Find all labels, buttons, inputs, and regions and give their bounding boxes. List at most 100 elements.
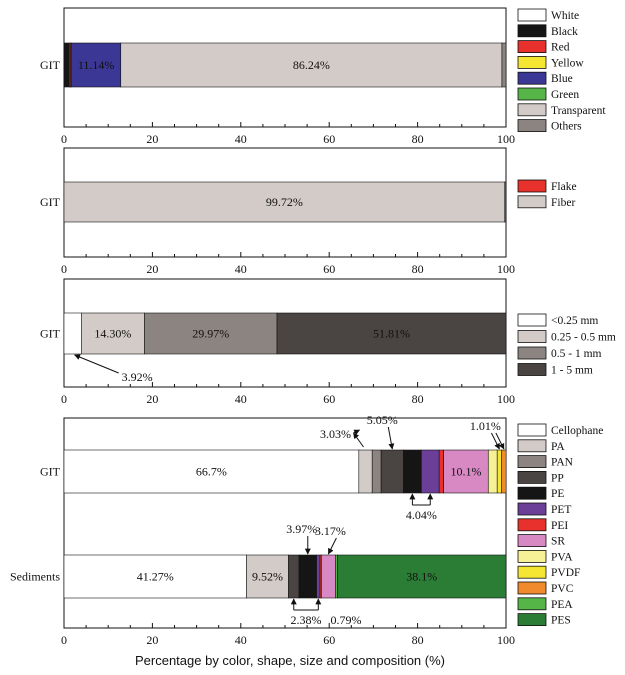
data-label: 9.52%	[252, 570, 283, 584]
legend-swatch-pvdf	[517, 565, 547, 579]
legend-label-pva: PVA	[551, 551, 573, 563]
legend-swatch-yellow	[517, 56, 547, 69]
legend-label-white: White	[551, 10, 579, 22]
x-tick-label: 40	[235, 633, 247, 647]
legend-swatch-others	[517, 119, 547, 132]
bar-git-0-25-0-5-mm	[81, 312, 145, 355]
x-axis-title: Percentage by color, shape, size and com…	[135, 653, 445, 668]
legend-swatch-0-5-1-mm	[517, 346, 547, 360]
data-label: 51.81%	[373, 327, 410, 341]
callout-label: 3.03%	[320, 427, 351, 441]
x-tick-label: 40	[235, 132, 247, 146]
legend-label-red: Red	[551, 42, 570, 54]
bar-sediments-pea	[335, 554, 338, 599]
legend-swatch-pes	[517, 613, 547, 626]
data-label: 41.27%	[137, 570, 174, 584]
legend-swatch-pei	[517, 518, 547, 532]
bar-sediments-cellophane	[63, 554, 247, 599]
x-tick-label: 20	[146, 392, 158, 406]
bar-git-0-5-1-mm	[144, 312, 278, 355]
bar-sediments-pet	[316, 554, 321, 599]
callout-label: 3.92%	[122, 370, 153, 384]
bar-git-pe	[403, 449, 422, 494]
legend-swatch-0-25-0-5-mm	[517, 330, 547, 343]
x-tick-label: 100	[497, 132, 515, 146]
data-label: 14.30%	[94, 327, 131, 341]
legend-label-pes: PES	[551, 615, 571, 627]
bar-git-pvc	[501, 449, 507, 494]
x-tick-label: 20	[146, 132, 158, 146]
bar-git-sr	[443, 449, 489, 494]
legend-label-0-25-mm: <0.25 mm	[551, 315, 598, 327]
x-tick-label: 40	[235, 262, 247, 276]
callout-arrow	[74, 354, 119, 374]
row-label-git: GIT	[40, 465, 61, 479]
bar-sediments-pe	[298, 554, 317, 599]
bar-git-pp	[380, 449, 404, 494]
callout-arrow-tip	[353, 429, 361, 436]
data-label: 66.7%	[196, 465, 227, 479]
chart-panel-3: 0 20 40 60 80 100 GIT 14.30% 29.97% 51.81% 3.92% <0…	[40, 278, 616, 406]
legend-swatch-green	[517, 87, 547, 101]
bar-git-1-5-mm	[276, 312, 507, 355]
data-label: 10.1%	[450, 465, 481, 479]
legend-swatch-black	[517, 24, 547, 38]
legend-swatch-pp	[517, 470, 547, 484]
bar-git-pa	[358, 449, 373, 494]
legend-swatch-flake	[517, 179, 547, 193]
bar-git-transparent	[120, 42, 503, 88]
x-tick-label: 80	[412, 262, 424, 276]
legend-label-blue: Blue	[551, 73, 573, 85]
bar-git-0-25-mm	[63, 312, 82, 355]
data-label: 38.1%	[406, 570, 437, 584]
legend-label-others: Others	[551, 121, 582, 133]
bar-git-pva	[487, 449, 498, 494]
x-tick-label: 60	[323, 132, 335, 146]
legend-swatch-pvc	[517, 581, 547, 595]
legend-label-pvdf: PVDF	[551, 567, 580, 579]
legend-label-transparent: Transparent	[551, 105, 606, 117]
x-tick-label: 80	[412, 132, 424, 146]
data-label: 29.97%	[192, 327, 229, 341]
legend-swatch-blue	[517, 71, 547, 85]
x-tick-label: 100	[497, 633, 515, 647]
x-tick-label: 20	[146, 633, 158, 647]
legend-label-sr: SR	[551, 536, 565, 548]
callout-arrow	[495, 432, 505, 450]
callout-arrow	[387, 426, 395, 450]
legend-swatch-pva	[517, 550, 547, 563]
legend-label-yellow: Yellow	[551, 57, 584, 69]
row-label-git: GIT	[40, 195, 61, 209]
legend-label-0-25-0-5-mm: 0.25 - 0.5 mm	[551, 332, 616, 344]
legend-swatch-cellophane	[517, 423, 547, 437]
row-label-git: GIT	[40, 327, 61, 341]
legend-label-0-5-1-mm: 0.5 - 1 mm	[551, 348, 602, 360]
legend-label-black: Black	[551, 26, 578, 38]
bar-git-flake	[504, 181, 507, 223]
callout-label: 4.04%	[406, 508, 437, 522]
callout-arrow	[353, 432, 364, 448]
legend-label-pei: PEI	[551, 520, 568, 532]
callout-arrow	[490, 432, 500, 450]
legend-label-pa: PA	[551, 441, 565, 453]
legend-swatch-white	[517, 8, 547, 22]
bar-git-others	[501, 42, 507, 88]
x-tick-label: 80	[412, 392, 424, 406]
bar-git-pet	[421, 449, 440, 494]
x-tick-label: 60	[323, 633, 335, 647]
legend-swatch-transparent	[517, 103, 547, 117]
callout-label: 3.97%	[286, 522, 317, 536]
legend-label-pea: PEA	[551, 599, 573, 611]
x-tick-label: 20	[146, 262, 158, 276]
x-tick-label: 60	[323, 392, 335, 406]
x-tick-label: 60	[323, 262, 335, 276]
bar-git-cellophane	[63, 449, 360, 494]
chart-panel-1: 0 20 40 60 80 100 GIT 11.14% 86.24% White Black Red…	[40, 7, 606, 146]
bar-git-pei	[438, 449, 444, 494]
legend-swatch-sr	[517, 534, 547, 547]
bar-git-pan	[371, 449, 382, 494]
legend-label-pet: PET	[551, 504, 571, 516]
legend-label-flake: Flake	[551, 181, 577, 193]
legend-swatch-0-25-mm	[517, 313, 547, 327]
